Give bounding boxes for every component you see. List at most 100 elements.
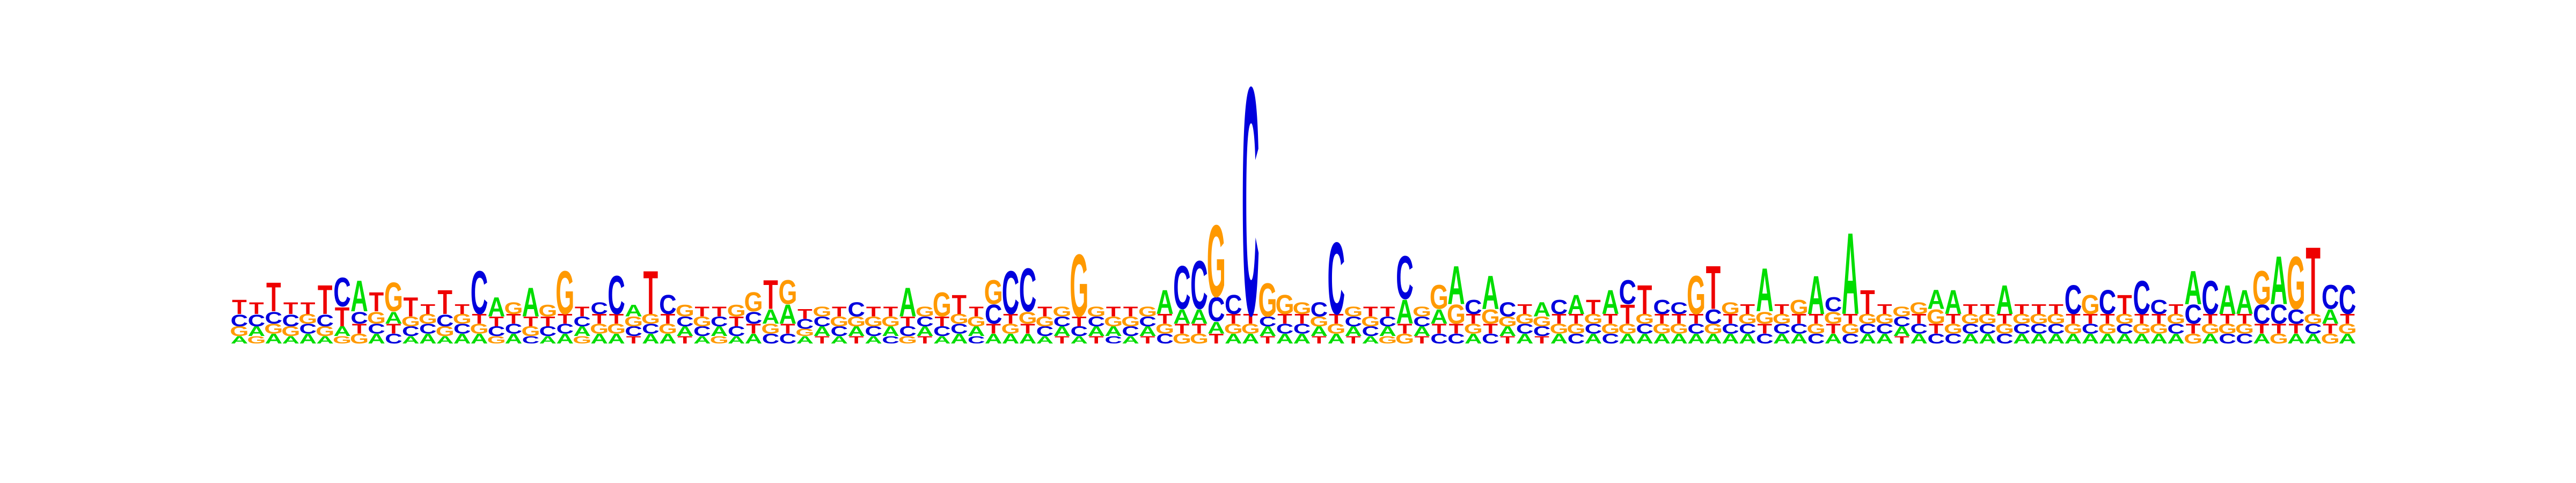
logo-letter-a: A (2287, 331, 2305, 347)
logo-letter-c: C (299, 321, 317, 337)
logo-letter-a: A (1516, 331, 1534, 347)
logo-letter-g: G (2201, 321, 2220, 337)
logo-letter-c: C (796, 316, 814, 332)
logo-letter-t: T (1534, 334, 1549, 346)
logo-letter-g: G (298, 311, 317, 327)
logo-letter-t: T (1997, 311, 2012, 327)
logo-letter-a: A (522, 280, 540, 325)
logo-letter-a: A (1825, 331, 1842, 347)
logo-letter-a: A (950, 331, 968, 347)
logo-letter-a: A (882, 324, 899, 339)
logo-letter-t: T (2083, 311, 2098, 327)
logo-letter-g: G (1087, 304, 1106, 319)
logo-letter-g: G (419, 311, 437, 327)
logo-letter-c: C (2253, 299, 2271, 330)
logo-letter-g: G (1464, 321, 1483, 337)
logo-letter-g: G (744, 287, 763, 318)
logo-letter-t: T (455, 302, 470, 317)
logo-letter-t: T (523, 314, 538, 330)
logo-letter-t: T (678, 334, 693, 346)
logo-letter-c: C (950, 321, 968, 337)
logo-letter-g: G (693, 314, 712, 330)
logo-letter-a: A (814, 324, 831, 339)
logo-letter-c: C (471, 258, 488, 327)
logo-letter-c: C (1396, 243, 1414, 312)
logo-letter-a: A (1499, 324, 1517, 339)
logo-letter-a: A (2339, 331, 2357, 347)
logo-letter-t: T (249, 299, 264, 318)
logo-letter-c: C (762, 331, 780, 347)
logo-letter-g: G (1755, 309, 1774, 327)
logo-letter-t: T (2288, 321, 2303, 337)
logo-letter-t: T (283, 299, 298, 318)
logo-letter-g: G (1413, 304, 1431, 319)
logo-letter-t: T (815, 334, 830, 346)
logo-letter-a: A (659, 331, 677, 347)
logo-letter-c: C (625, 324, 642, 339)
logo-letter-c: C (1362, 324, 1379, 339)
logo-letter-g: G (1001, 321, 1020, 337)
logo-letter-g: G (230, 324, 248, 339)
logo-letter-c: C (2184, 299, 2202, 330)
logo-letter-a: A (1550, 331, 1568, 347)
logo-letter-t: T (918, 334, 933, 346)
logo-letter-a: A (933, 334, 951, 346)
logo-letter-a: A (590, 331, 608, 347)
logo-letter-a: A (728, 334, 745, 346)
logo-letter-t: T (1363, 304, 1378, 319)
logo-letter-c: C (1602, 331, 1620, 347)
logo-letter-c: C (1447, 331, 1465, 347)
logo-letter-c: C (1139, 314, 1157, 330)
logo-letter-t: T (2134, 311, 2149, 327)
logo-letter-t: T (2169, 302, 2184, 317)
logo-letter-c: C (2201, 271, 2219, 325)
logo-letter-c: C (2047, 321, 2065, 337)
logo-letter-c: C (368, 321, 385, 337)
logo-letter-g: G (2321, 331, 2340, 347)
logo-letter-a: A (779, 299, 797, 330)
logo-letter-g: G (453, 311, 472, 327)
logo-letter-g: G (2030, 311, 2048, 327)
logo-letter-c: C (1208, 290, 1225, 329)
logo-letter-t: T (1723, 311, 1738, 327)
logo-letter-g: G (367, 309, 386, 327)
logo-letter-a: A (1019, 331, 1037, 347)
logo-letter-c: C (385, 331, 402, 347)
logo-letter-a: A (1910, 331, 1928, 347)
logo-letter-t: T (2186, 321, 2201, 337)
logo-letter-c: C (1104, 334, 1122, 346)
logo-letter-g: G (676, 302, 694, 320)
logo-letter-g: G (1292, 299, 1311, 318)
logo-letter-c: C (2116, 321, 2134, 337)
logo-letter-a: A (1276, 331, 1294, 347)
logo-letter-g: G (1481, 305, 1500, 328)
logo-letter-c: C (1516, 321, 1534, 337)
logo-letter-a: A (453, 331, 471, 347)
logo-letter-t: T (1706, 253, 1721, 323)
logo-letter-g: G (813, 304, 831, 319)
logo-letter-c: C (1842, 331, 1860, 347)
logo-letter-t: T (1655, 311, 1670, 327)
